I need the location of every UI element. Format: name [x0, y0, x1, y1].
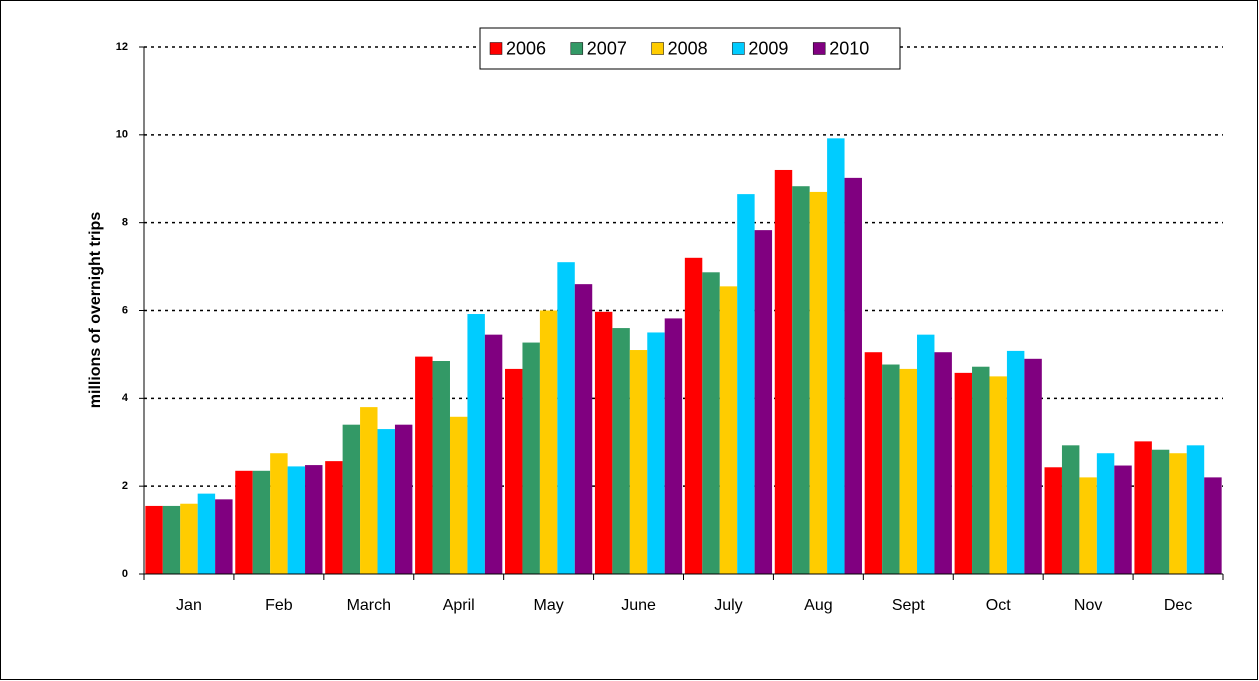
x-tick-label: Jan	[176, 597, 202, 614]
bar	[774, 169, 793, 574]
y-tick-label: 8	[122, 217, 128, 229]
bar	[1114, 465, 1132, 574]
bar	[180, 503, 198, 574]
bar	[1079, 477, 1097, 574]
legend-label: 2008	[668, 38, 708, 58]
x-tick-label: May	[534, 597, 564, 614]
x-tick-label: Feb	[265, 597, 293, 614]
bar	[342, 424, 361, 574]
bar	[1151, 449, 1170, 574]
legend-swatch	[570, 42, 584, 55]
y-tick-label: 0	[122, 568, 128, 580]
legend-swatch	[812, 42, 826, 55]
x-tick-label: Nov	[1074, 597, 1102, 614]
bar	[844, 177, 862, 574]
x-tick-label: Sept	[892, 597, 925, 614]
bar	[539, 310, 558, 574]
bar	[684, 257, 703, 574]
bar	[162, 505, 181, 574]
bar	[415, 356, 433, 574]
bar	[1044, 467, 1062, 574]
bar	[1186, 445, 1205, 574]
bar	[1061, 445, 1080, 574]
bar	[882, 364, 900, 574]
bar	[449, 416, 468, 574]
legend-box	[479, 27, 901, 70]
bar	[954, 372, 973, 574]
bar	[484, 334, 503, 574]
y-tick-label: 10	[116, 129, 128, 141]
bar	[467, 314, 485, 574]
y-axis-title: millions of overnight trips	[87, 212, 104, 409]
bar	[972, 366, 990, 574]
bar	[719, 286, 738, 574]
bar	[270, 453, 288, 574]
x-tick-label: Oct	[986, 597, 1011, 614]
bar	[664, 318, 683, 574]
bar	[287, 466, 306, 574]
x-tick-label: April	[443, 597, 475, 614]
bar	[215, 499, 233, 574]
bar	[737, 194, 755, 574]
bar	[792, 186, 810, 575]
bar	[594, 311, 613, 574]
bar	[754, 230, 773, 574]
bar	[235, 470, 253, 574]
bar	[934, 352, 952, 574]
x-tick-label: Dec	[1164, 597, 1192, 614]
legend-label: 2010	[829, 38, 869, 58]
bar	[917, 334, 935, 574]
x-tick-label: June	[621, 597, 656, 614]
bar	[1006, 350, 1025, 574]
x-tick-label: March	[347, 597, 391, 614]
bar	[1204, 477, 1222, 574]
y-tick-label: 4	[122, 392, 129, 404]
bar	[252, 470, 271, 574]
bar	[702, 272, 720, 574]
y-tick-label: 6	[122, 304, 128, 316]
bar	[864, 352, 883, 574]
bar	[612, 328, 630, 574]
bar	[197, 493, 216, 574]
legend-swatch	[651, 42, 664, 55]
bar	[1024, 358, 1042, 574]
bar	[505, 368, 523, 574]
y-tick-label: 12	[116, 41, 128, 53]
bar	[647, 332, 665, 574]
bar	[1169, 453, 1187, 574]
bar	[899, 368, 918, 574]
bar	[574, 284, 593, 574]
bar	[557, 262, 575, 574]
bar	[629, 350, 648, 574]
bar	[394, 424, 413, 574]
legend-label: 2006	[506, 38, 546, 58]
bar	[1134, 441, 1152, 574]
bar	[145, 505, 163, 574]
bar	[325, 461, 343, 574]
bar	[432, 361, 450, 574]
y-tick-label: 2	[122, 480, 128, 492]
bar	[827, 138, 845, 574]
bar	[305, 465, 323, 574]
bar	[809, 191, 828, 575]
x-tick-label: Aug	[804, 597, 832, 614]
bar	[377, 429, 395, 574]
bar	[1096, 453, 1115, 574]
bar	[360, 407, 378, 574]
legend-label: 2009	[748, 38, 788, 58]
legend-label: 2007	[587, 38, 627, 58]
bar	[989, 376, 1007, 574]
x-tick-label: July	[714, 597, 742, 614]
legend-swatch	[732, 42, 745, 55]
legend-swatch	[489, 42, 503, 55]
bar	[522, 342, 540, 574]
